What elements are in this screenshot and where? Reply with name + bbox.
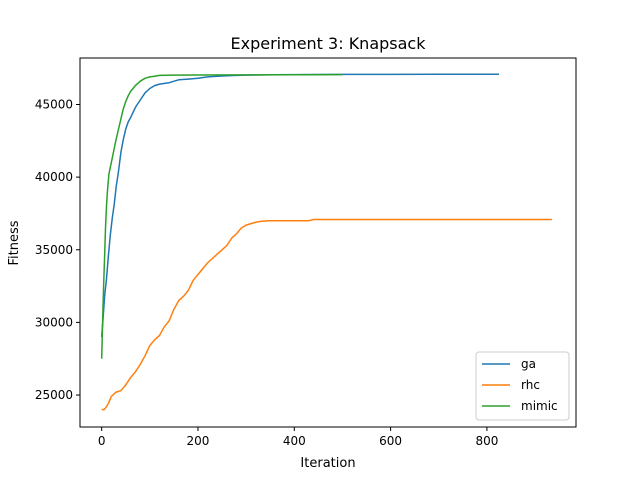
series-layer — [100, 73, 552, 411]
y-tick-label: 45000 — [35, 97, 73, 111]
legend-box — [475, 351, 570, 421]
legend-label-ga: ga — [521, 357, 536, 371]
y-axis-label: Fitness — [7, 220, 22, 265]
y-tick-label: 30000 — [35, 315, 73, 329]
series-line-mimic — [100, 73, 343, 359]
legend: ga rhc mimic — [475, 351, 570, 421]
x-tick-label: 400 — [283, 434, 306, 448]
legend-label-rhc: rhc — [521, 378, 540, 392]
x-tick-label: 0 — [98, 434, 106, 448]
y-axis-ticks: 25000 30000 35000 40000 45000 — [35, 97, 80, 402]
x-tick-label: 200 — [187, 434, 210, 448]
x-axis-ticks: 0 200 400 600 800 — [98, 427, 498, 448]
plot-frame — [79, 57, 577, 428]
x-tick-label: 800 — [475, 434, 498, 448]
y-tick-label: 40000 — [35, 170, 73, 184]
y-tick-label: 35000 — [35, 243, 73, 257]
y-tick-label: 25000 — [35, 388, 73, 402]
series-line-rhc — [101, 218, 552, 411]
chart-title: Experiment 3: Knapsack — [231, 34, 427, 53]
x-axis-label: Iteration — [300, 456, 355, 471]
x-tick-label: 600 — [379, 434, 402, 448]
legend-label-mimic: mimic — [521, 399, 558, 413]
